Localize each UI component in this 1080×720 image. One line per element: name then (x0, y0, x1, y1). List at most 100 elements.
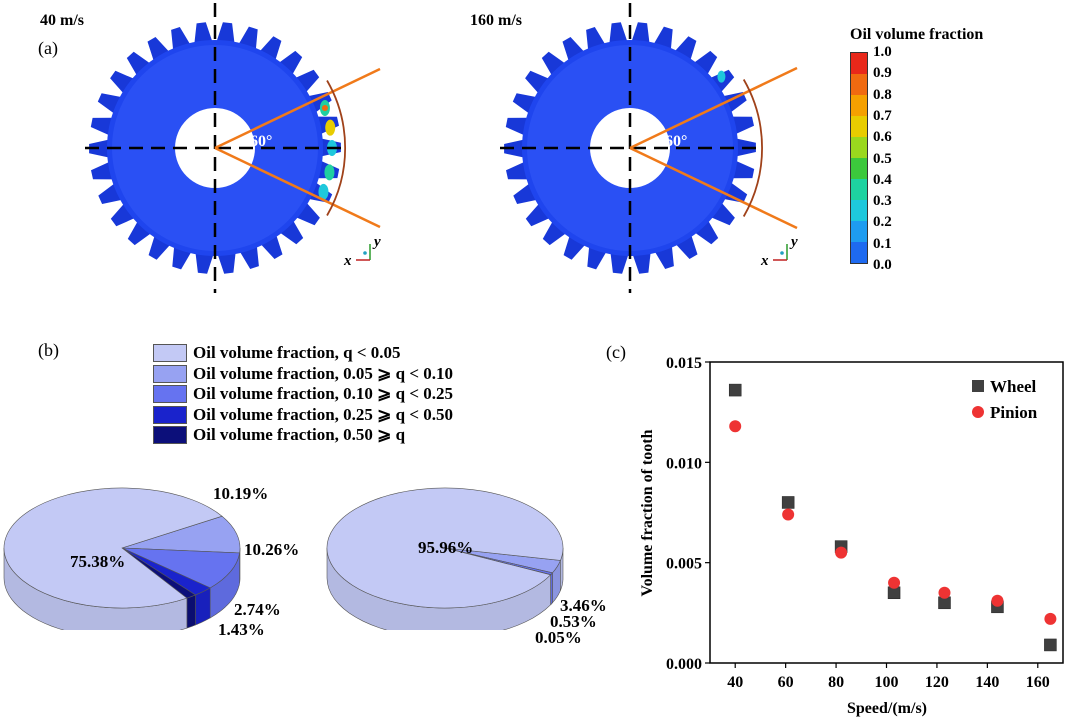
right-gear-title: 160 m/s (470, 12, 522, 29)
pie-slice (121, 547, 240, 589)
pie1-label: 1.43% (218, 620, 265, 639)
pinion-point (888, 576, 901, 589)
x-tick-label: 120 (925, 674, 949, 691)
legend-label: Oil volume fraction, q < 0.05 (193, 343, 401, 362)
legend-item: Oil volume fraction, 0.25 ⩾ q < 0.50 (153, 405, 453, 425)
legend-item: Oil volume fraction, 0.10 ⩾ q < 0.25 (153, 384, 453, 404)
y-tick-label: 0.015 (666, 355, 702, 372)
pinion-point (991, 594, 1004, 607)
pie2-label: 0.05% (535, 628, 582, 647)
angle-label: 60° (665, 133, 687, 150)
x-tick-label: 40 (727, 674, 743, 691)
y-axis-label: y (372, 234, 381, 250)
sector-line (214, 67, 381, 150)
oil-spot (318, 183, 329, 200)
legend-item: Oil volume fraction, 0.50 ⩾ q (153, 425, 405, 445)
x-tick-label: 160 (1026, 674, 1050, 691)
sector-line (629, 66, 798, 150)
panel-c-label: (c) (606, 342, 626, 363)
x-axis-label: Speed/(m/s) (847, 700, 927, 717)
legend-swatch (153, 344, 187, 362)
panel-b-label: (b) (38, 340, 59, 360)
wheel-point (728, 383, 742, 397)
colorbar (850, 52, 868, 264)
oil-spot (717, 70, 726, 83)
x-tick-label: 60 (778, 674, 794, 691)
oil-spot (325, 119, 336, 136)
colorbar-band (851, 158, 867, 179)
wheel-point (781, 496, 795, 509)
legend-label: Oil volume fraction, 0.05 ⩾ q < 0.10 (193, 363, 454, 383)
oil-spot-hot (321, 104, 328, 111)
legend-swatch (153, 364, 187, 383)
pinion-point (729, 420, 742, 433)
colorbar-tick-label: 0.9 (873, 65, 892, 82)
legend-label: Wheel (990, 377, 1037, 396)
panel-a-label: (a) (38, 38, 58, 58)
pie-charts (3, 487, 564, 630)
y-axis-label: y (789, 234, 798, 250)
pinion-point (1044, 612, 1057, 625)
pie2-label: 0.53% (550, 612, 597, 631)
pinion-point (835, 546, 848, 559)
colorbar-tick-label: 0.8 (873, 86, 892, 103)
z-axis-dot (780, 251, 784, 255)
x-axis-label: x (760, 253, 769, 269)
colorbar-tick-label: 0.6 (873, 129, 892, 146)
legend-item: Oil volume fraction, q < 0.05 (153, 343, 401, 363)
colorbar-tick-label: 0.3 (873, 193, 892, 210)
colorbar-band (851, 53, 867, 74)
legend-label: Oil volume fraction, 0.10 ⩾ q < 0.25 (193, 384, 454, 403)
legend-label: Pinion (990, 403, 1038, 422)
pie-slice (326, 487, 564, 609)
y-tick-label: 0.000 (666, 656, 702, 673)
legend-label: Oil volume fraction, 0.50 ⩾ q (193, 425, 406, 444)
x-tick-label: 100 (875, 674, 899, 691)
legend-label: Oil volume fraction, 0.25 ⩾ q < 0.50 (193, 404, 454, 424)
scatter-chart: (c) Volume fraction of tooth Speed/(m/s)… (606, 342, 1064, 717)
colorbar-tick-label: 1.0 (873, 44, 892, 60)
colorbar-tick-label: 0.0 (873, 257, 892, 273)
legend-swatch (153, 426, 187, 444)
colorbar-band (851, 74, 867, 95)
colorbar-band (851, 179, 867, 200)
x-axis-label: x (343, 253, 352, 269)
colorbar-tick-label: 0.5 (873, 150, 892, 167)
pie1-label: 75.38% (70, 552, 126, 571)
legend-wheel-marker (972, 380, 984, 392)
gear-contour-plots: 60° x y 60° x y (85, 3, 798, 293)
colorbar-band (851, 116, 867, 137)
colorbar-band (851, 242, 867, 263)
pie1-label: 10.26% (244, 540, 300, 559)
colorbar-title: Oil volume fraction (850, 26, 984, 43)
pie-slice (121, 515, 241, 554)
pie-slice-side (186, 594, 196, 629)
colorbar-band (851, 137, 867, 158)
sector-line (214, 146, 381, 229)
pie1-label: 10.19% (213, 484, 269, 503)
pie2-label: 3.46% (560, 596, 607, 615)
x-tick-label: 80 (828, 674, 844, 691)
pie-slice (3, 487, 223, 609)
y-tick-label: 0.005 (666, 556, 702, 573)
z-axis-dot (363, 251, 367, 255)
y-axis-label: Volume fraction of tooth (639, 429, 656, 596)
legend-pinion-marker (972, 406, 984, 418)
wheel-point (1044, 638, 1057, 652)
angle-label: 60° (250, 133, 272, 150)
colorbar-tick-label: 0.4 (873, 171, 892, 188)
x-tick-label: 140 (975, 674, 999, 691)
pie1-label: 2.74% (234, 600, 281, 619)
left-gear-title: 40 m/s (40, 12, 84, 29)
legend-item: Oil volume fraction, 0.05 ⩾ q < 0.10 (153, 364, 453, 384)
pinion-point (782, 508, 795, 521)
legend-swatch (153, 405, 187, 424)
angle-arc (326, 80, 346, 216)
colorbar-band (851, 200, 867, 221)
colorbar-tick-label: 0.2 (873, 214, 892, 231)
oil-spot (324, 164, 335, 181)
colorbar-tick-label: 0.1 (873, 235, 892, 252)
pinion-point (938, 586, 951, 599)
angle-arc (742, 79, 763, 217)
pie2-label: 95.96% (418, 538, 474, 557)
